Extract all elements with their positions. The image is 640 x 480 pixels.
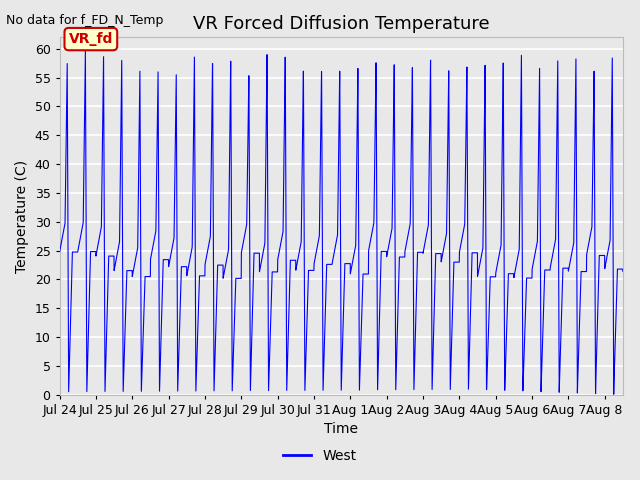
- Title: VR Forced Diffusion Temperature: VR Forced Diffusion Temperature: [193, 15, 490, 33]
- Legend: West: West: [278, 443, 362, 468]
- X-axis label: Time: Time: [324, 422, 358, 436]
- Text: VR_fd: VR_fd: [68, 32, 113, 46]
- Y-axis label: Temperature (C): Temperature (C): [15, 159, 29, 273]
- Text: No data for f_FD_N_Temp: No data for f_FD_N_Temp: [6, 14, 164, 27]
